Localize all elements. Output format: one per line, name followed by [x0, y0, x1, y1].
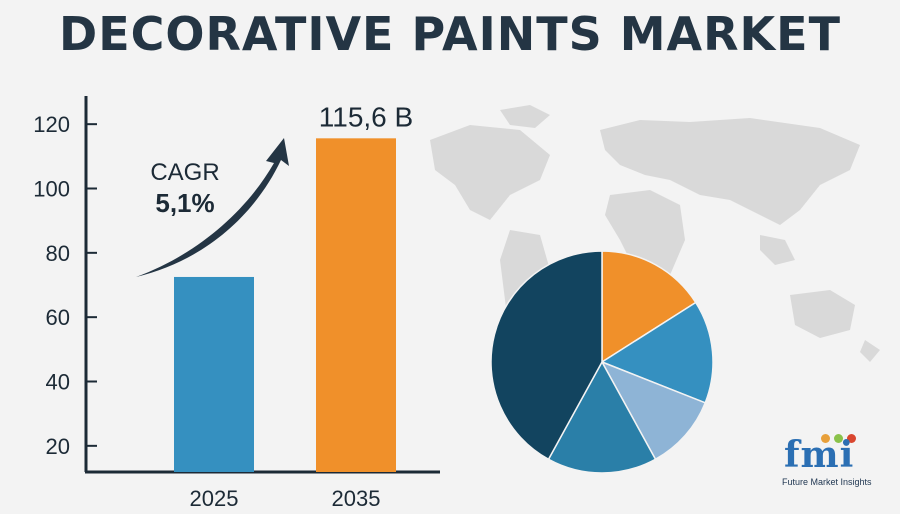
cagr-arrow — [136, 138, 289, 277]
y-tick-label: 20 — [46, 434, 70, 459]
pie-slice-3 — [600, 360, 707, 461]
pie-slice-5 — [490, 250, 603, 461]
pie-slice-2 — [600, 301, 714, 404]
logo-caption: Future Market Insights — [782, 477, 872, 487]
logo-mark: fmi — [784, 434, 855, 476]
y-tick-label: 60 — [46, 305, 70, 330]
page-title: DECORATIVE PAINTS MARKET — [59, 7, 841, 61]
logo-dot — [821, 434, 830, 443]
bar-2025 — [174, 276, 254, 472]
bar-data-label-2035: 115,6 B — [319, 101, 413, 132]
y-tick-label: 120 — [33, 112, 70, 137]
fmi-logo: fmi Future Market Insights — [778, 432, 878, 492]
world-map-background — [430, 105, 880, 362]
y-tick-label: 100 — [33, 177, 70, 202]
pie-chart — [490, 250, 714, 474]
cagr-value: 5,1% — [155, 188, 214, 218]
logo-dot — [834, 434, 843, 443]
x-tick-label: 2035 — [332, 486, 381, 511]
pie-slice-4 — [547, 360, 657, 474]
y-tick-label: 80 — [46, 241, 70, 266]
logo-dot — [847, 434, 856, 443]
pie-slice-1 — [601, 250, 697, 364]
cagr-label: CAGR — [150, 159, 219, 186]
bar-2035 — [316, 138, 396, 472]
x-tick-label: 2025 — [190, 486, 239, 511]
y-tick-label: 40 — [46, 370, 70, 395]
